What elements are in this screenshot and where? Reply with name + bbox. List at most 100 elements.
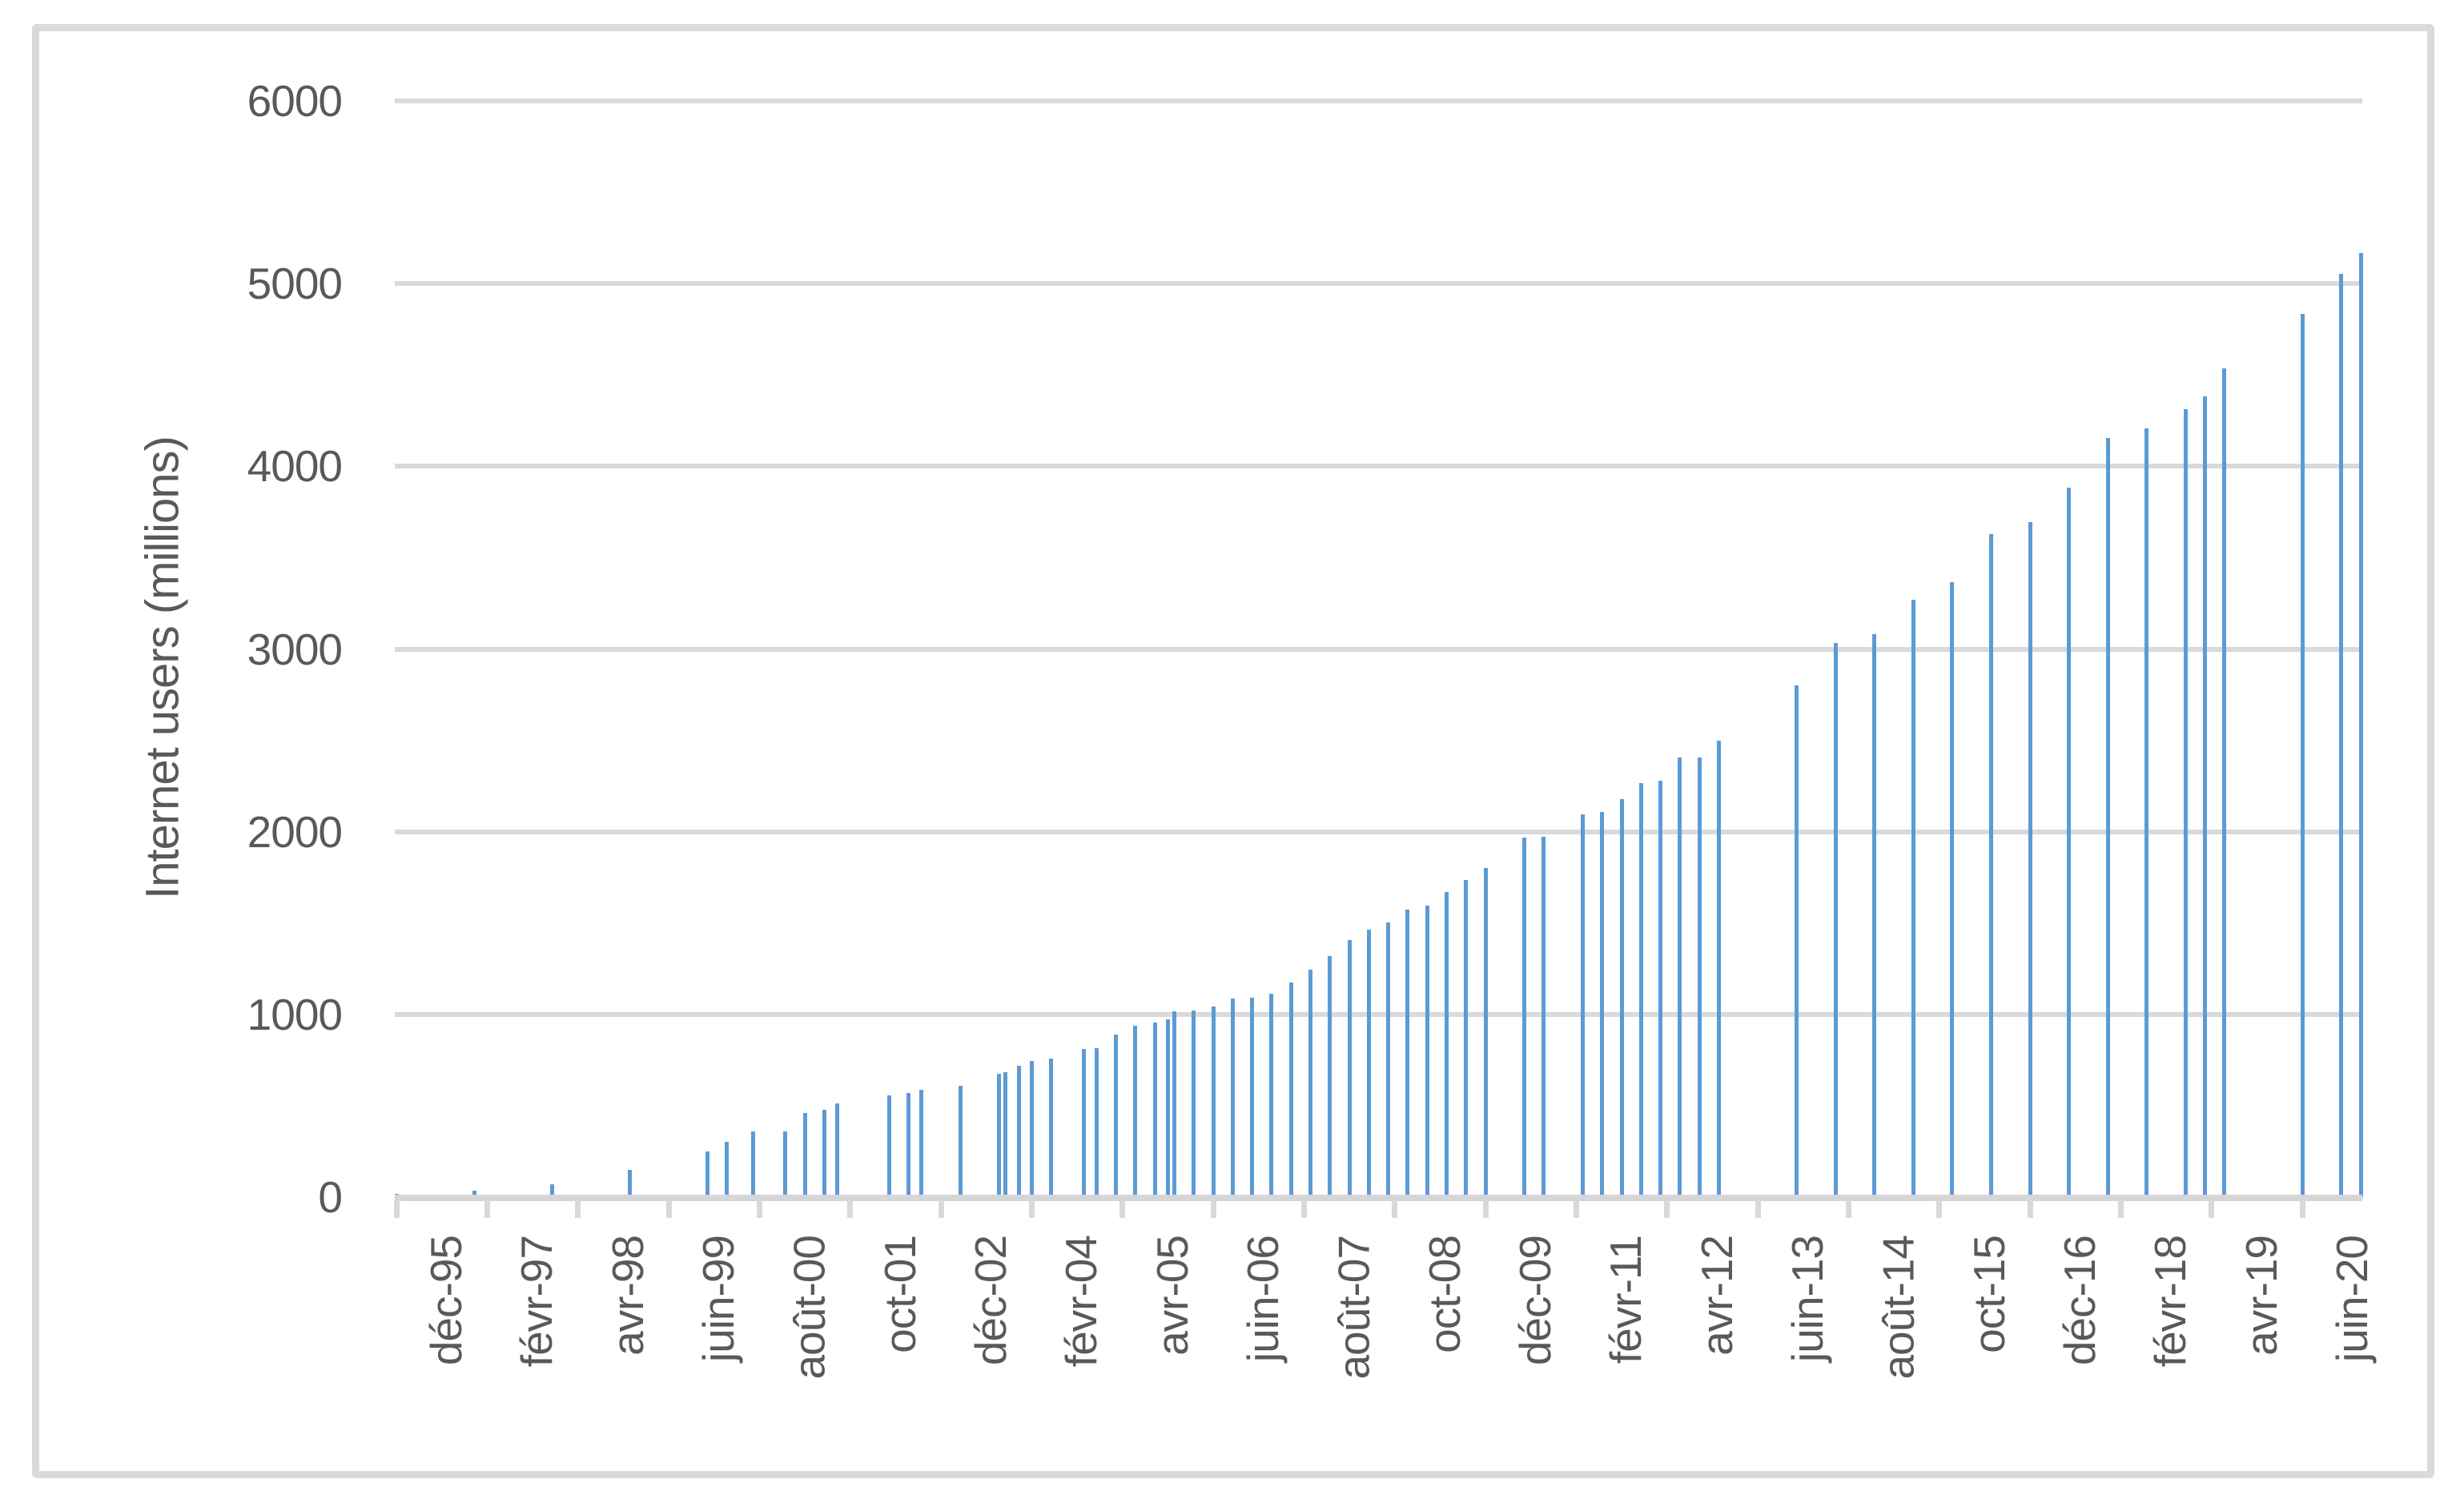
- bar-2018-12: [2183, 408, 2188, 1197]
- gridline-4000: [395, 464, 2362, 469]
- bar-2013-12: [1795, 685, 1799, 1197]
- bar-2001-06: [822, 1109, 826, 1197]
- x-axis-tick: [1573, 1200, 1579, 1218]
- bar-2007-06: [1288, 983, 1293, 1197]
- x-axis-tick-label: déc-16: [2055, 1236, 2105, 1366]
- bar-2001-08: [835, 1103, 839, 1197]
- bar-2005-06: [1133, 1025, 1138, 1197]
- bar-2002-04: [886, 1095, 891, 1197]
- bar-2012-06: [1678, 758, 1682, 1197]
- x-axis-tick: [1482, 1200, 1489, 1218]
- x-axis-tick-label: avr-05: [1147, 1236, 1197, 1356]
- bar-2005-09: [1152, 1022, 1157, 1197]
- x-axis-tick-label: août-14: [1873, 1236, 1923, 1380]
- bar-2012-12: [1717, 741, 1722, 1197]
- x-axis-tick-label: oct-15: [1964, 1236, 2014, 1353]
- bar-2001-03: [802, 1113, 807, 1197]
- bar-2003-12: [1016, 1065, 1021, 1197]
- bar-2005-12: [1172, 1011, 1176, 1197]
- x-axis-tick: [1755, 1200, 1761, 1218]
- bar-2005-11: [1165, 1019, 1170, 1197]
- bar-2003-03: [958, 1086, 963, 1197]
- x-axis-tick: [847, 1200, 854, 1218]
- bar-2000-07: [750, 1131, 755, 1197]
- x-axis-tick: [393, 1200, 400, 1218]
- x-axis-tick: [1119, 1200, 1126, 1218]
- x-axis-tick: [2027, 1200, 2033, 1218]
- bar-2017-12: [2105, 437, 2110, 1197]
- gridline-6000: [395, 98, 2362, 103]
- x-axis-tick-label: juin-13: [1783, 1236, 1833, 1363]
- bar-1997-12: [549, 1184, 554, 1197]
- bar-2000-12: [783, 1131, 788, 1197]
- y-axis-tick-label: 3000: [247, 624, 343, 674]
- bar-2012-03: [1658, 780, 1663, 1197]
- x-axis-tick-label: févr-97: [512, 1236, 562, 1368]
- bar-2015-12: [1950, 581, 1955, 1197]
- bar-2011-06: [1600, 811, 1605, 1197]
- bar-1998-12: [627, 1170, 632, 1197]
- x-axis-tick-label: août-07: [1328, 1236, 1379, 1380]
- bar-2011-12: [1638, 782, 1643, 1197]
- bar-2019-06: [2222, 368, 2227, 1197]
- x-axis-tick: [1300, 1200, 1307, 1218]
- x-axis-tick: [665, 1200, 672, 1218]
- x-axis-tick: [2209, 1200, 2215, 1218]
- x-axis-tick: [756, 1200, 762, 1218]
- bar-2006-12: [1250, 997, 1255, 1197]
- bar-2006-03: [1192, 1010, 1196, 1197]
- x-axis-tick-label: déc-02: [966, 1236, 1016, 1366]
- bar-2016-12: [2028, 521, 2032, 1197]
- x-axis-tick: [1936, 1200, 1943, 1218]
- bar-2011-09: [1619, 798, 1624, 1197]
- bar-2017-06: [2067, 487, 2072, 1197]
- x-axis-tick: [1845, 1200, 1851, 1218]
- bar-2009-03: [1425, 905, 1429, 1197]
- y-axis-tick-label: 6000: [247, 76, 343, 126]
- bar-2002-09: [919, 1090, 924, 1197]
- bar-2008-06: [1366, 930, 1371, 1197]
- x-axis-tick: [2117, 1200, 2124, 1218]
- bar-2007-03: [1269, 993, 1274, 1197]
- bar-2014-06: [1833, 642, 1838, 1197]
- y-axis-tick-label: 0: [318, 1172, 343, 1222]
- bar-2003-09: [997, 1073, 1002, 1197]
- x-axis-tick-label: févr-18: [2145, 1236, 2196, 1368]
- x-axis-line: [395, 1195, 2362, 1201]
- gridline-1000: [395, 1011, 2362, 1017]
- x-axis-tick-label: juin-99: [693, 1236, 744, 1363]
- x-axis-tick-label: févr-04: [1056, 1236, 1107, 1368]
- bar-1999-12: [705, 1151, 710, 1197]
- x-axis-tick: [2299, 1200, 2305, 1218]
- gridline-5000: [395, 281, 2362, 287]
- x-axis-tick-label: oct-08: [1419, 1236, 1469, 1353]
- bar-2002-07: [906, 1093, 911, 1197]
- bar-2003-10: [1003, 1072, 1008, 1197]
- x-axis-tick: [1028, 1200, 1035, 1218]
- bar-2019-03: [2203, 396, 2208, 1197]
- bar-2004-12: [1094, 1047, 1099, 1197]
- x-axis-tick-label: oct-01: [874, 1236, 925, 1353]
- bar-2007-12: [1328, 956, 1332, 1197]
- x-axis-tick-label: déc-95: [421, 1236, 471, 1366]
- bar-2010-06: [1522, 838, 1527, 1197]
- y-axis-tick-label: 1000: [247, 989, 343, 1039]
- x-axis-tick-label: avr-98: [602, 1236, 653, 1356]
- x-axis-tick: [575, 1200, 581, 1218]
- x-axis-tick-label: juin-20: [2327, 1236, 2378, 1363]
- bar-2009-09: [1464, 880, 1469, 1197]
- x-axis-tick: [1664, 1200, 1670, 1218]
- x-axis-tick-label: juin-06: [1238, 1236, 1288, 1363]
- bar-2004-05: [1049, 1059, 1054, 1197]
- x-axis-tick: [938, 1200, 944, 1218]
- bar-2018-06: [2144, 428, 2149, 1197]
- bar-1996-12: [472, 1190, 476, 1197]
- bar-2010-09: [1542, 837, 1546, 1197]
- x-axis-tick: [484, 1200, 490, 1218]
- bar-2016-06: [1989, 533, 1994, 1197]
- gridline-3000: [395, 646, 2362, 652]
- x-axis-tick: [1392, 1200, 1398, 1218]
- bar-2009-06: [1445, 892, 1449, 1197]
- bar-2011-03: [1581, 814, 1586, 1197]
